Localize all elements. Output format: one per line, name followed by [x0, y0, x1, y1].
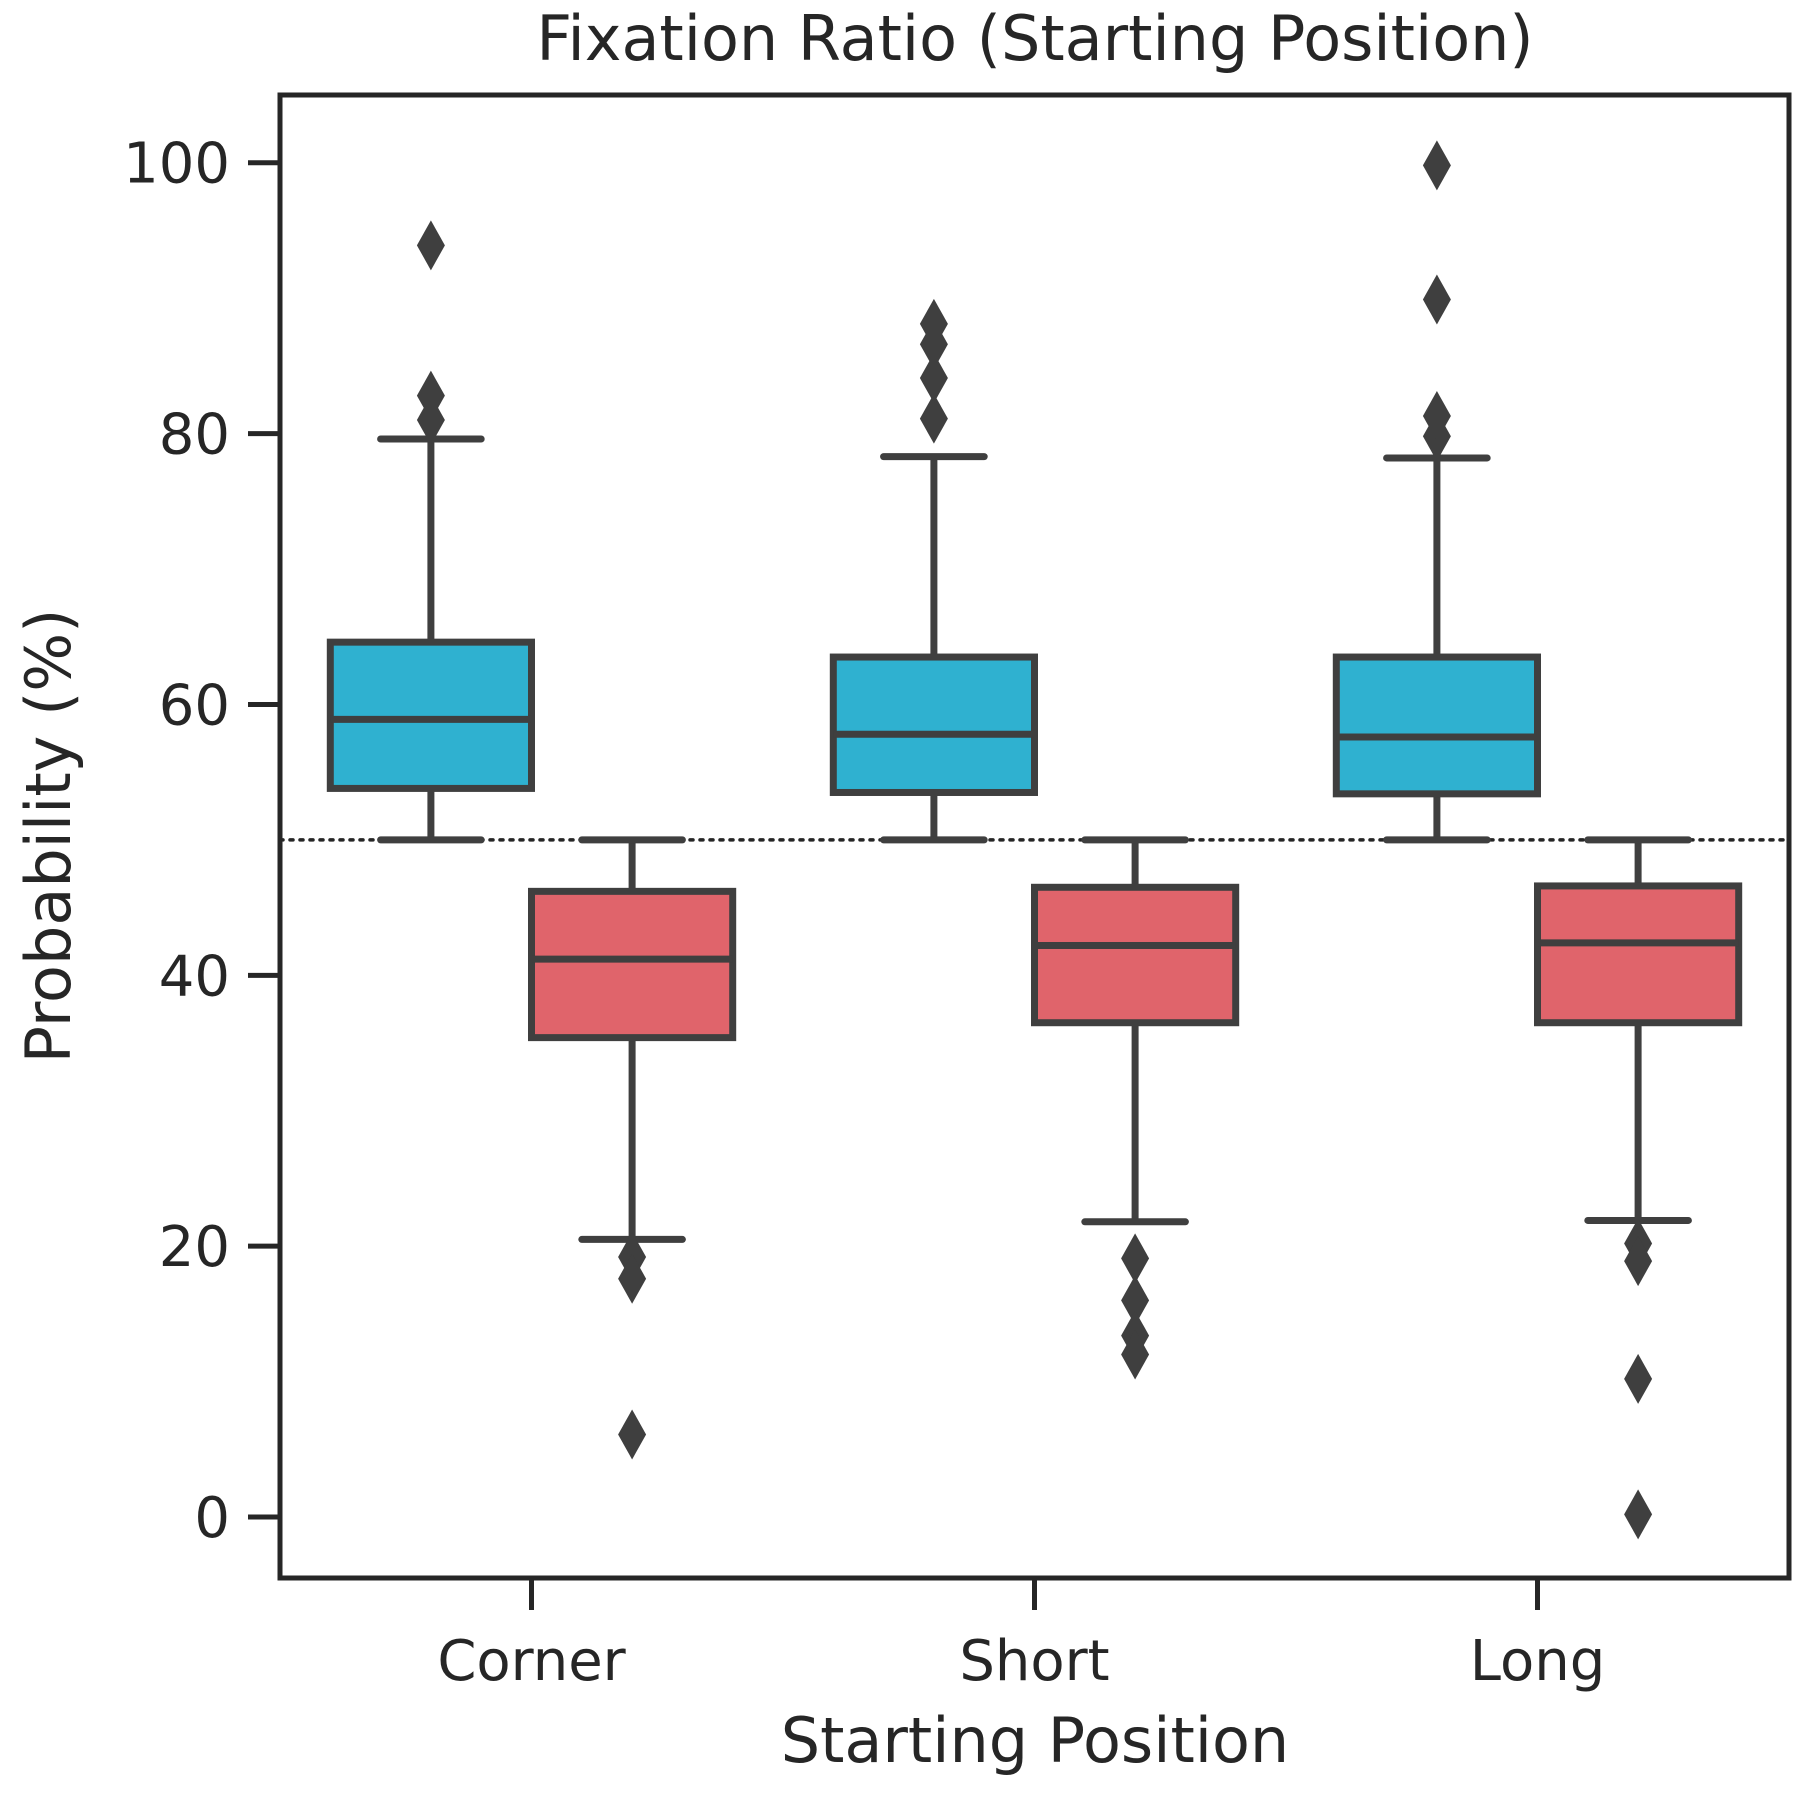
box-plot — [1534, 836, 1743, 1540]
x-tick-label: Corner — [437, 1629, 626, 1694]
outlier-point — [1121, 1329, 1150, 1380]
outlier-point — [1422, 140, 1451, 191]
box-iqr — [528, 887, 737, 1042]
plot-frame — [277, 92, 1792, 1581]
box-iqr — [1031, 883, 1240, 1027]
outlier-point — [1422, 390, 1451, 441]
outlier-point — [416, 220, 445, 271]
outlier-point — [1624, 1236, 1653, 1287]
box-plot — [829, 298, 1038, 844]
outlier-point — [416, 370, 445, 421]
outlier-point — [618, 1409, 647, 1460]
outlier-point — [1624, 1489, 1653, 1540]
x-tick-label: Short — [959, 1629, 1109, 1694]
box-plot — [1332, 140, 1542, 844]
outlier-point — [1624, 1353, 1653, 1404]
y-tick-label: 20 — [159, 1215, 230, 1280]
y-tick-label: 80 — [159, 403, 230, 468]
y-tick-label: 40 — [159, 944, 230, 1009]
outlier-point — [919, 393, 948, 444]
box-plot — [1031, 836, 1240, 1380]
x-axis: Corner Short Long — [437, 1578, 1605, 1694]
outlier-point — [919, 298, 948, 349]
outlier-point — [1422, 274, 1451, 325]
y-tick-label: 0 — [194, 1486, 230, 1551]
x-axis-label: Starting Position — [781, 1704, 1289, 1777]
y-axis-label: Probability (%) — [12, 609, 85, 1064]
y-tick-label: 60 — [159, 673, 230, 738]
box-iqr — [829, 653, 1038, 796]
box-plot — [326, 220, 535, 844]
x-tick-label: Long — [1470, 1629, 1606, 1694]
box-plot — [528, 836, 737, 1460]
outlier-point — [1121, 1275, 1150, 1326]
outlier-point — [618, 1253, 647, 1304]
plot-area — [278, 140, 1791, 1540]
box-iqr — [326, 638, 535, 792]
box-iqr — [1332, 653, 1542, 798]
outlier-point — [919, 353, 948, 404]
box-iqr — [1534, 882, 1743, 1027]
outlier-point — [1121, 1233, 1150, 1284]
chart-title: Fixation Ratio (Starting Position) — [536, 2, 1533, 75]
boxes-layer — [326, 140, 1743, 1540]
y-axis: 0 20 40 60 80 100 — [123, 132, 280, 1551]
y-tick-label: 100 — [123, 132, 230, 197]
